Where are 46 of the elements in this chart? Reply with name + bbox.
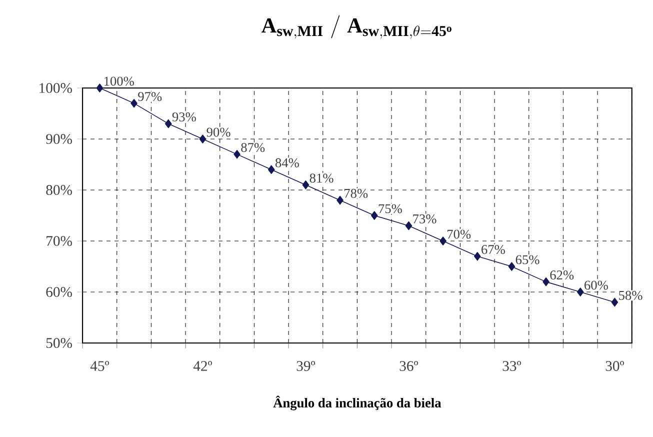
text: 60% — [584, 280, 608, 290]
text: 84% — [275, 158, 299, 168]
point — [96, 84, 104, 92]
x-tick-label: 33º — [502, 361, 522, 371]
point — [130, 98, 138, 108]
y-tick-label: 90% — [46, 134, 72, 144]
text: 58% — [619, 290, 642, 300]
point — [268, 165, 275, 174]
y-tick-label: 100% — [40, 83, 72, 93]
y-tick-label: 70% — [46, 236, 72, 246]
text: 97% — [138, 92, 162, 102]
point — [164, 119, 172, 128]
point — [405, 221, 412, 230]
point — [542, 277, 550, 286]
text: 65% — [516, 255, 540, 264]
text: 73% — [413, 214, 436, 224]
x-tick-label: 39º — [296, 361, 316, 371]
x-tick-label: 36º — [400, 361, 418, 371]
text: 62% — [550, 270, 574, 280]
point — [302, 180, 310, 190]
text: 90% — [206, 128, 230, 137]
point — [234, 150, 240, 159]
text: 67% — [482, 244, 505, 254]
y-tick-label: 60% — [46, 287, 72, 297]
y-tick-label: 80% — [46, 185, 72, 195]
text: 93% — [172, 112, 196, 122]
text: 78% — [344, 188, 368, 198]
text: 100% — [104, 76, 134, 86]
point — [474, 252, 481, 261]
text: 75% — [378, 204, 402, 214]
point — [508, 262, 516, 271]
point — [576, 288, 584, 296]
point — [611, 298, 618, 307]
point — [370, 211, 378, 220]
text: 81% — [310, 174, 334, 183]
point — [440, 236, 446, 246]
point — [199, 134, 206, 144]
chart-title: $\mathbf{A}_{\mathbf{sw,MII}}\;\mathbf{/}\;\mathbf{A}_{\mathbf{sw,MII},\theta\mathbf{=45^{o}}}$ — [261, 15, 452, 39]
x-tick-label: 45º — [90, 361, 110, 371]
point — [336, 196, 344, 205]
text: 70% — [448, 230, 471, 239]
text: 87% — [241, 142, 265, 152]
x-tick-label: 42º — [193, 361, 212, 371]
y-tick-label: 50% — [46, 338, 72, 348]
x-tick-label: 30º — [606, 361, 624, 371]
x-axis-title: Ângulo da inclinação da biela — [273, 396, 442, 410]
